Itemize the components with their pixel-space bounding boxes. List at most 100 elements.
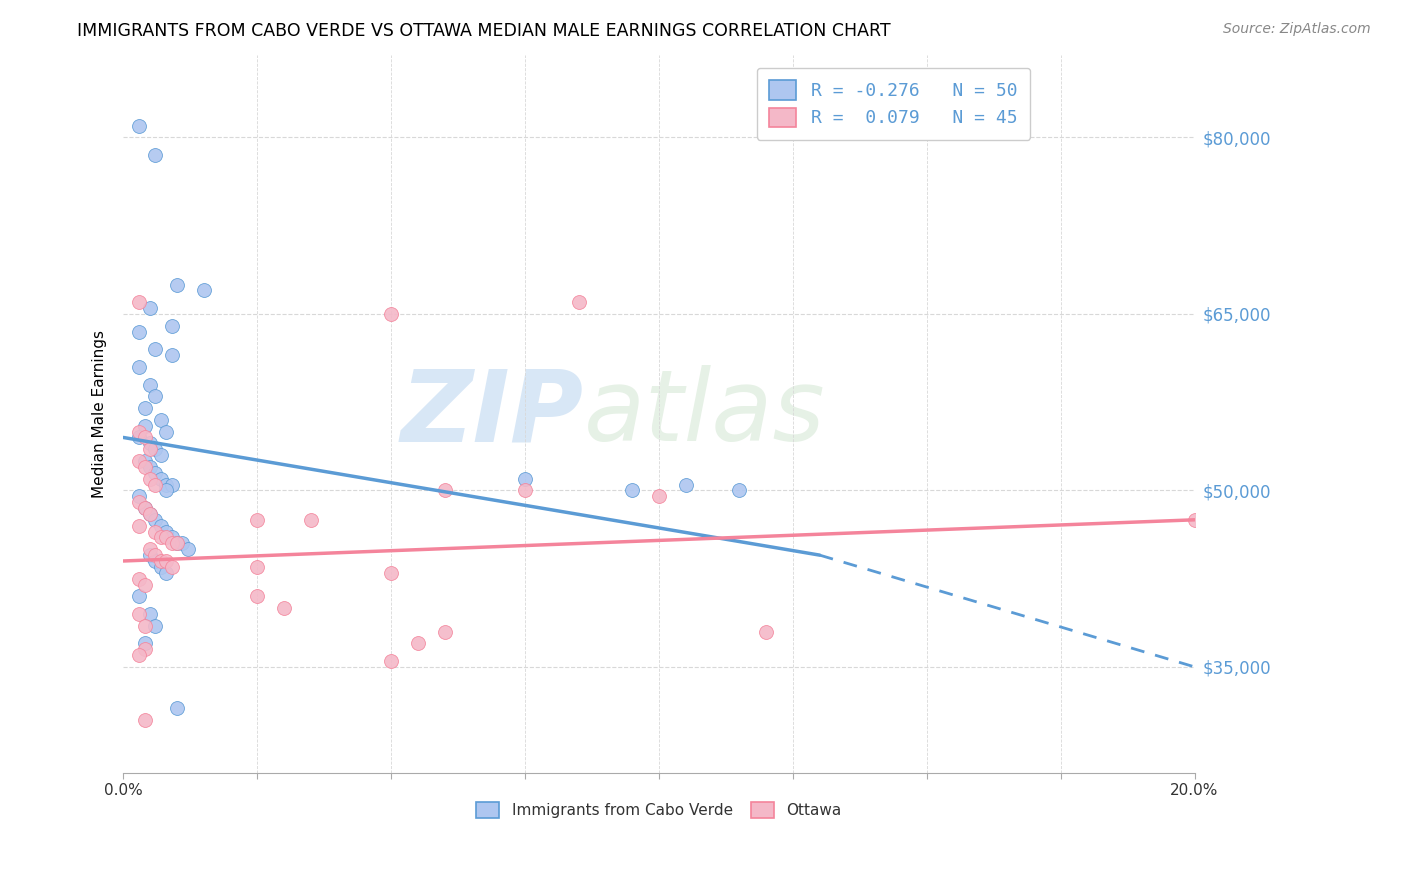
Point xyxy=(380,307,402,321)
Point xyxy=(145,466,167,480)
Point xyxy=(139,548,162,562)
Point xyxy=(433,624,456,639)
Point xyxy=(149,518,172,533)
Text: IMMIGRANTS FROM CABO VERDE VS OTTAWA MEDIAN MALE EARNINGS CORRELATION CHART: IMMIGRANTS FROM CABO VERDE VS OTTAWA MED… xyxy=(77,22,891,40)
Point xyxy=(273,601,295,615)
Point xyxy=(193,284,215,298)
Point xyxy=(155,483,177,498)
Point xyxy=(176,542,198,557)
Point xyxy=(149,554,172,568)
Point xyxy=(728,483,751,498)
Point xyxy=(155,477,177,491)
Point xyxy=(128,295,150,310)
Point xyxy=(155,524,177,539)
Point xyxy=(128,425,150,439)
Point xyxy=(160,536,183,550)
Point xyxy=(139,377,162,392)
Point xyxy=(134,418,156,433)
Point xyxy=(134,501,156,516)
Point xyxy=(621,483,644,498)
Legend: Immigrants from Cabo Verde, Ottawa: Immigrants from Cabo Verde, Ottawa xyxy=(468,794,849,826)
Point xyxy=(149,472,172,486)
Point xyxy=(160,560,183,574)
Point xyxy=(160,348,183,362)
Point xyxy=(513,483,536,498)
Point xyxy=(1184,513,1206,527)
Point xyxy=(145,442,167,457)
Point xyxy=(160,477,183,491)
Point xyxy=(380,654,402,668)
Point xyxy=(134,459,156,474)
Point xyxy=(568,295,591,310)
Point xyxy=(172,536,194,550)
Point xyxy=(166,277,188,292)
Point xyxy=(139,507,162,521)
Point xyxy=(134,430,156,444)
Point xyxy=(145,477,167,491)
Point xyxy=(433,483,456,498)
Point xyxy=(145,548,167,562)
Point xyxy=(139,542,162,557)
Point xyxy=(139,472,162,486)
Point xyxy=(134,713,156,727)
Point xyxy=(145,148,167,162)
Point xyxy=(145,618,167,632)
Point xyxy=(134,618,156,632)
Point xyxy=(128,325,150,339)
Point xyxy=(675,477,697,491)
Point xyxy=(139,507,162,521)
Point xyxy=(149,531,172,545)
Point xyxy=(128,589,150,603)
Point xyxy=(134,577,156,591)
Point xyxy=(513,472,536,486)
Point xyxy=(128,607,150,621)
Text: ZIP: ZIP xyxy=(401,366,583,462)
Point xyxy=(134,454,156,468)
Point xyxy=(755,624,778,639)
Point xyxy=(155,425,177,439)
Point xyxy=(128,489,150,503)
Point xyxy=(246,589,269,603)
Point xyxy=(134,401,156,415)
Point xyxy=(149,560,172,574)
Point xyxy=(134,636,156,650)
Point xyxy=(149,448,172,462)
Text: Source: ZipAtlas.com: Source: ZipAtlas.com xyxy=(1223,22,1371,37)
Point xyxy=(145,524,167,539)
Y-axis label: Median Male Earnings: Median Male Earnings xyxy=(93,330,107,498)
Point xyxy=(155,531,177,545)
Point xyxy=(246,513,269,527)
Point xyxy=(155,566,177,580)
Point xyxy=(145,554,167,568)
Point xyxy=(166,536,188,550)
Point xyxy=(134,501,156,516)
Point xyxy=(160,318,183,333)
Point xyxy=(406,636,429,650)
Text: atlas: atlas xyxy=(583,366,825,462)
Point xyxy=(128,454,150,468)
Point xyxy=(149,413,172,427)
Point xyxy=(128,572,150,586)
Point xyxy=(166,701,188,715)
Point xyxy=(648,489,671,503)
Point xyxy=(128,359,150,374)
Point xyxy=(128,119,150,133)
Point xyxy=(128,495,150,509)
Point xyxy=(145,389,167,403)
Point xyxy=(139,459,162,474)
Point xyxy=(246,560,269,574)
Point xyxy=(155,554,177,568)
Point xyxy=(139,442,162,457)
Point xyxy=(380,566,402,580)
Point xyxy=(128,518,150,533)
Point xyxy=(139,607,162,621)
Point xyxy=(160,531,183,545)
Point xyxy=(166,536,188,550)
Point xyxy=(139,436,162,450)
Point xyxy=(145,513,167,527)
Point xyxy=(299,513,322,527)
Point xyxy=(134,642,156,657)
Point xyxy=(128,430,150,444)
Point xyxy=(128,648,150,662)
Point xyxy=(145,343,167,357)
